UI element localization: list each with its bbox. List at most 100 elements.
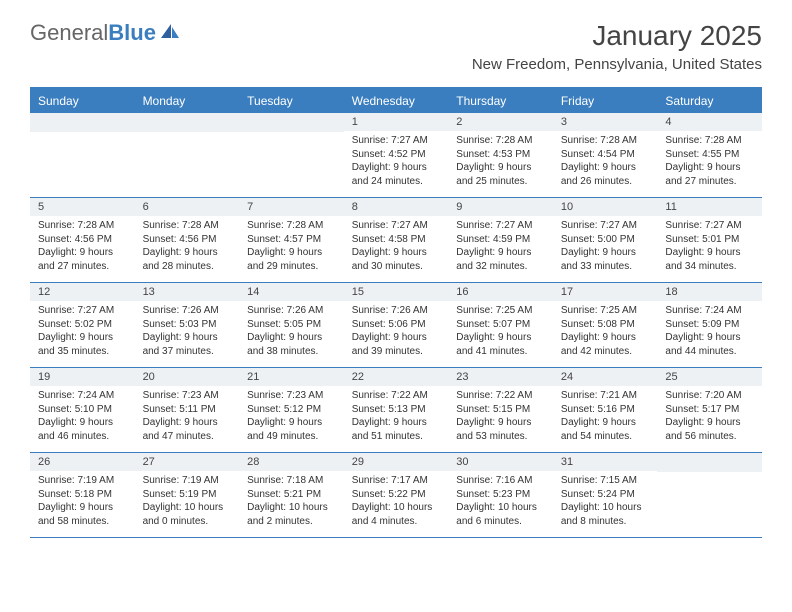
day-number: 8 (344, 198, 449, 216)
cell-line: Daylight: 9 hours (456, 161, 545, 175)
cell-line: and 37 minutes. (143, 345, 232, 359)
cell-line: Daylight: 9 hours (665, 161, 754, 175)
day-number: 5 (30, 198, 135, 216)
cell-line: Sunset: 5:23 PM (456, 488, 545, 502)
cell-body: Sunrise: 7:27 AMSunset: 4:58 PMDaylight:… (344, 216, 449, 279)
page-header: GeneralBlue January 2025 New Freedom, Pe… (0, 0, 792, 81)
month-title: January 2025 (472, 20, 762, 52)
day-header-cell: Friday (553, 89, 658, 113)
cell-line: Sunrise: 7:21 AM (561, 389, 650, 403)
calendar-cell: 19Sunrise: 7:24 AMSunset: 5:10 PMDayligh… (30, 368, 135, 452)
cell-line: and 6 minutes. (456, 515, 545, 529)
cell-line: Sunrise: 7:27 AM (352, 134, 441, 148)
cell-line: Sunset: 5:13 PM (352, 403, 441, 417)
calendar-cell: 7Sunrise: 7:28 AMSunset: 4:57 PMDaylight… (239, 198, 344, 282)
cell-line: Sunset: 5:02 PM (38, 318, 127, 332)
cell-line: Daylight: 9 hours (38, 416, 127, 430)
day-number (239, 113, 344, 132)
cell-body: Sunrise: 7:25 AMSunset: 5:08 PMDaylight:… (553, 301, 658, 364)
logo-text: GeneralBlue (30, 20, 156, 46)
cell-line: Sunset: 5:24 PM (561, 488, 650, 502)
cell-line: Sunrise: 7:28 AM (665, 134, 754, 148)
cell-body: Sunrise: 7:19 AMSunset: 5:19 PMDaylight:… (135, 471, 240, 534)
calendar-cell: 4Sunrise: 7:28 AMSunset: 4:55 PMDaylight… (657, 113, 762, 197)
cell-line: and 39 minutes. (352, 345, 441, 359)
cell-line: Sunset: 5:09 PM (665, 318, 754, 332)
calendar-cell: 21Sunrise: 7:23 AMSunset: 5:12 PMDayligh… (239, 368, 344, 452)
cell-line: Sunrise: 7:28 AM (561, 134, 650, 148)
cell-line: Daylight: 9 hours (247, 331, 336, 345)
calendar-cell: 3Sunrise: 7:28 AMSunset: 4:54 PMDaylight… (553, 113, 658, 197)
cell-line: Sunset: 4:59 PM (456, 233, 545, 247)
calendar-cell: 26Sunrise: 7:19 AMSunset: 5:18 PMDayligh… (30, 453, 135, 537)
location-text: New Freedom, Pennsylvania, United States (472, 56, 762, 73)
cell-line: Sunrise: 7:18 AM (247, 474, 336, 488)
cell-body: Sunrise: 7:25 AMSunset: 5:07 PMDaylight:… (448, 301, 553, 364)
cell-line: Daylight: 9 hours (352, 331, 441, 345)
cell-line: and 29 minutes. (247, 260, 336, 274)
day-number: 16 (448, 283, 553, 301)
cell-line: Sunset: 5:07 PM (456, 318, 545, 332)
calendar-cell: 29Sunrise: 7:17 AMSunset: 5:22 PMDayligh… (344, 453, 449, 537)
cell-line: and 34 minutes. (665, 260, 754, 274)
sail-icon (159, 22, 181, 45)
day-header-cell: Saturday (657, 89, 762, 113)
cell-body: Sunrise: 7:28 AMSunset: 4:56 PMDaylight:… (135, 216, 240, 279)
cell-line: and 2 minutes. (247, 515, 336, 529)
calendar-cell: 2Sunrise: 7:28 AMSunset: 4:53 PMDaylight… (448, 113, 553, 197)
day-number: 20 (135, 368, 240, 386)
cell-line: and 28 minutes. (143, 260, 232, 274)
day-number: 31 (553, 453, 658, 471)
cell-line: Sunrise: 7:25 AM (561, 304, 650, 318)
cell-line: Daylight: 9 hours (352, 246, 441, 260)
cell-line: Sunset: 4:54 PM (561, 148, 650, 162)
cell-line: Daylight: 9 hours (561, 161, 650, 175)
day-number: 30 (448, 453, 553, 471)
cell-body (657, 472, 762, 481)
cell-line: and 42 minutes. (561, 345, 650, 359)
day-number (30, 113, 135, 132)
cell-body: Sunrise: 7:18 AMSunset: 5:21 PMDaylight:… (239, 471, 344, 534)
day-number (135, 113, 240, 132)
calendar-cell: 11Sunrise: 7:27 AMSunset: 5:01 PMDayligh… (657, 198, 762, 282)
cell-line: Sunrise: 7:25 AM (456, 304, 545, 318)
cell-line: Sunset: 5:05 PM (247, 318, 336, 332)
calendar-cell (239, 113, 344, 197)
cell-line: and 56 minutes. (665, 430, 754, 444)
calendar-cell: 9 Sunrise: 7:27 AMSunset: 4:59 PMDaylight… (448, 198, 553, 282)
cell-body: Sunrise: 7:23 AMSunset: 5:11 PMDaylight:… (135, 386, 240, 449)
cell-line: Sunset: 5:15 PM (456, 403, 545, 417)
cell-line: Daylight: 9 hours (247, 246, 336, 260)
day-header-cell: Wednesday (344, 89, 449, 113)
week-row: 1Sunrise: 7:27 AMSunset: 4:52 PMDaylight… (30, 113, 762, 198)
cell-line: and 30 minutes. (352, 260, 441, 274)
cell-line: Sunrise: 7:20 AM (665, 389, 754, 403)
cell-line: Sunrise: 7:28 AM (143, 219, 232, 233)
cell-line: Sunrise: 7:27 AM (456, 219, 545, 233)
cell-line: Sunset: 5:06 PM (352, 318, 441, 332)
cell-line: Daylight: 9 hours (143, 416, 232, 430)
cell-body: Sunrise: 7:28 AMSunset: 4:56 PMDaylight:… (30, 216, 135, 279)
cell-line: Daylight: 9 hours (665, 331, 754, 345)
day-number: 23 (448, 368, 553, 386)
calendar-cell: 30Sunrise: 7:16 AMSunset: 5:23 PMDayligh… (448, 453, 553, 537)
day-number: 22 (344, 368, 449, 386)
calendar-cell: 5Sunrise: 7:28 AMSunset: 4:56 PMDaylight… (30, 198, 135, 282)
cell-line: Sunset: 4:57 PM (247, 233, 336, 247)
cell-line: Daylight: 9 hours (38, 246, 127, 260)
cell-body: Sunrise: 7:27 AMSunset: 5:01 PMDaylight:… (657, 216, 762, 279)
day-number: 9 (448, 198, 553, 216)
cell-line: and 27 minutes. (665, 175, 754, 189)
day-number: 2 (448, 113, 553, 131)
cell-line: Daylight: 9 hours (456, 246, 545, 260)
cell-body: Sunrise: 7:28 AMSunset: 4:53 PMDaylight:… (448, 131, 553, 194)
week-row: 12Sunrise: 7:27 AMSunset: 5:02 PMDayligh… (30, 283, 762, 368)
calendar-cell: 18Sunrise: 7:24 AMSunset: 5:09 PMDayligh… (657, 283, 762, 367)
cell-line: Sunrise: 7:17 AM (352, 474, 441, 488)
day-header-cell: Monday (135, 89, 240, 113)
cell-line: Sunrise: 7:28 AM (247, 219, 336, 233)
cell-body: Sunrise: 7:19 AMSunset: 5:18 PMDaylight:… (30, 471, 135, 534)
cell-body: Sunrise: 7:26 AMSunset: 5:03 PMDaylight:… (135, 301, 240, 364)
cell-line: Daylight: 10 hours (561, 501, 650, 515)
week-row: 5Sunrise: 7:28 AMSunset: 4:56 PMDaylight… (30, 198, 762, 283)
